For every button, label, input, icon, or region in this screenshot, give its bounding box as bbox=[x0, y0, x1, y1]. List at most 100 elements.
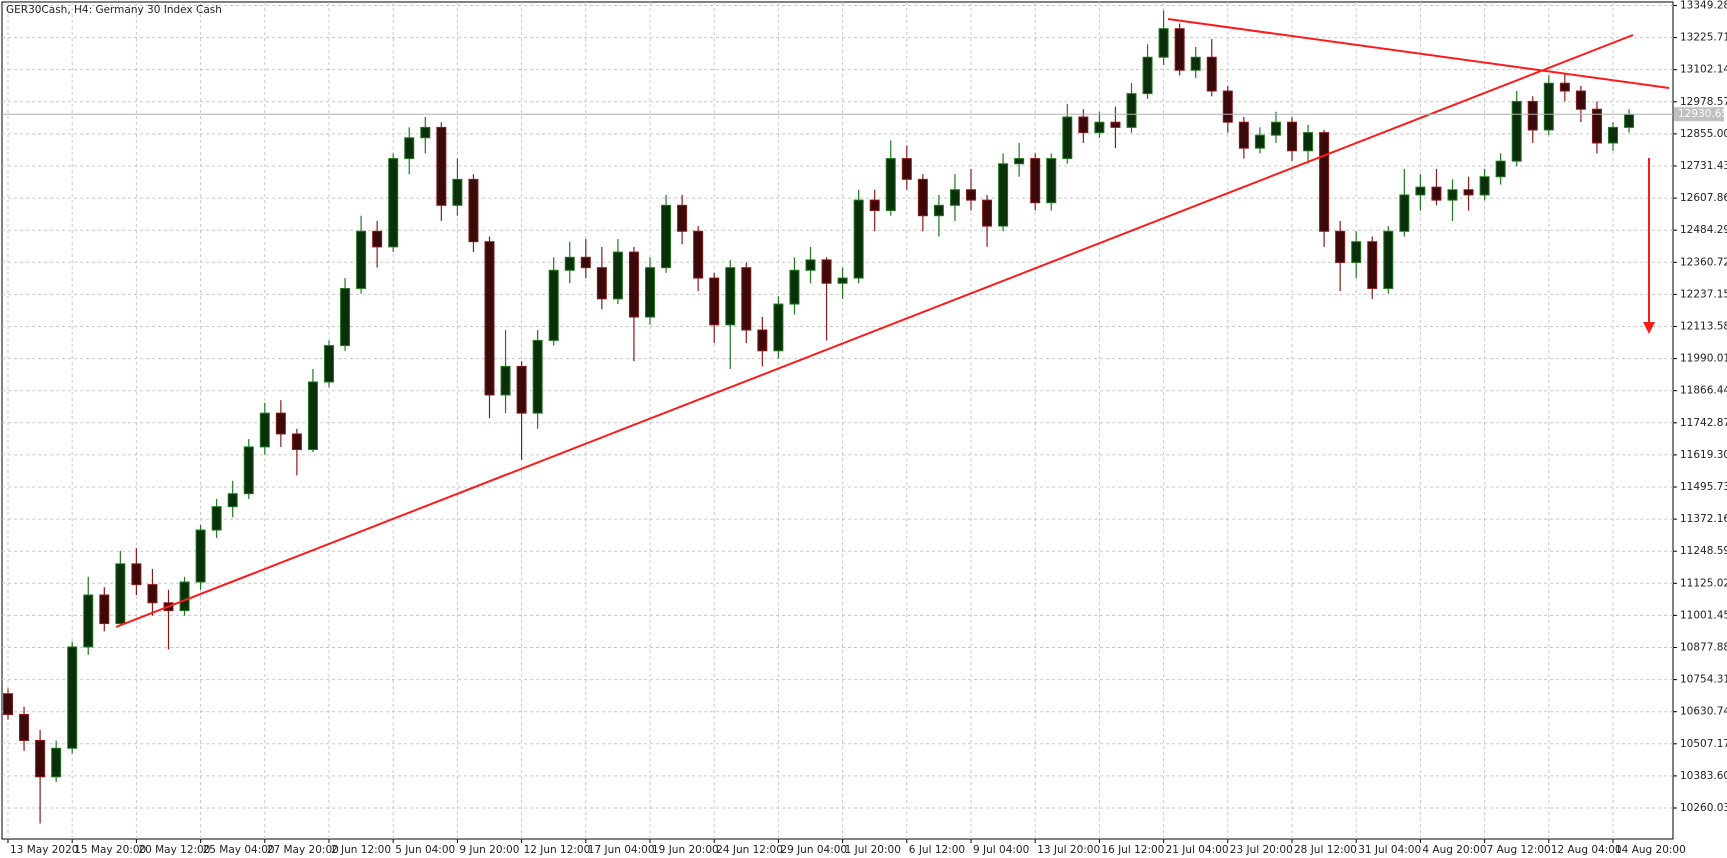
y-tick-label: 11001.45 bbox=[1680, 609, 1727, 621]
y-tick-label: 11742.87 bbox=[1680, 417, 1727, 429]
candle-body bbox=[1399, 194, 1410, 232]
candle-body bbox=[709, 277, 720, 326]
candle-body bbox=[564, 256, 575, 271]
candle-body bbox=[500, 365, 511, 396]
arrow-head bbox=[1643, 322, 1655, 334]
candle-body bbox=[1624, 113, 1635, 128]
x-tick-label: 13 May 2020 bbox=[10, 844, 78, 856]
y-tick-label: 13102.14 bbox=[1680, 64, 1727, 76]
candle-body bbox=[885, 158, 896, 212]
candle-body bbox=[998, 163, 1009, 227]
candle-body bbox=[982, 199, 993, 227]
candle-body bbox=[1190, 56, 1201, 71]
candle-body bbox=[1206, 56, 1217, 92]
candle-body bbox=[324, 345, 334, 383]
y-tick-label: 11619.30 bbox=[1680, 449, 1727, 461]
candle-body bbox=[1415, 186, 1426, 196]
candle-body bbox=[211, 506, 222, 531]
candle-body bbox=[1030, 158, 1041, 204]
y-tick-label: 13225.71 bbox=[1680, 32, 1727, 44]
candle-body bbox=[548, 269, 559, 341]
y-tick-label: 12360.72 bbox=[1680, 256, 1727, 268]
candle-body bbox=[1174, 28, 1185, 71]
candle-body bbox=[468, 178, 479, 243]
candle-body bbox=[789, 269, 800, 305]
x-tick-label: 24 Jun 12:00 bbox=[716, 844, 783, 856]
candle-body bbox=[484, 241, 495, 396]
candle-body bbox=[1078, 116, 1089, 134]
grid bbox=[2, 2, 1673, 839]
x-tick-label: 5 Jun 04:00 bbox=[395, 844, 455, 856]
candle-body bbox=[1222, 90, 1233, 123]
candle-body bbox=[1431, 186, 1442, 201]
candles bbox=[3, 10, 1635, 824]
trendline-resistance bbox=[1167, 18, 1670, 89]
y-tick-label: 12978.57 bbox=[1680, 96, 1727, 108]
candle-body bbox=[19, 713, 30, 741]
last-price-box bbox=[1674, 107, 1724, 122]
x-tick-label: 31 Jul 04:00 bbox=[1358, 844, 1421, 856]
candle-body bbox=[1270, 121, 1281, 136]
candle-body bbox=[404, 137, 415, 160]
y-tick-label: 12113.58 bbox=[1680, 320, 1727, 332]
candle-body bbox=[1367, 241, 1378, 289]
candle-body bbox=[1527, 100, 1538, 131]
candle-body bbox=[1254, 134, 1265, 149]
candle-body bbox=[677, 204, 688, 232]
candle-body bbox=[1158, 28, 1169, 58]
candle-body bbox=[725, 267, 736, 326]
y-tick-label: 10507.17 bbox=[1680, 738, 1727, 750]
y-tick-label: 10630.74 bbox=[1680, 706, 1727, 718]
y-tick-label: 11125.02 bbox=[1680, 577, 1727, 589]
x-tick-label: 17 Jun 04:00 bbox=[588, 844, 655, 856]
candle-body bbox=[1447, 189, 1458, 201]
candle-body bbox=[243, 446, 254, 495]
x-tick-label: 16 Jul 12:00 bbox=[1101, 844, 1164, 856]
candle-body bbox=[99, 594, 110, 625]
candle-body bbox=[917, 178, 928, 217]
candle-body bbox=[1142, 56, 1153, 95]
candle-body bbox=[307, 381, 318, 451]
candle-body bbox=[356, 230, 367, 289]
candle-body bbox=[115, 563, 126, 625]
x-tick-label: 13 Jul 20:00 bbox=[1037, 844, 1100, 856]
x-tick-label: 21 Jul 04:00 bbox=[1166, 844, 1229, 856]
x-tick-label: 9 Jun 20:00 bbox=[459, 844, 519, 856]
x-tick-label: 29 Jun 04:00 bbox=[780, 844, 847, 856]
candle-body bbox=[227, 493, 238, 508]
y-tick-label: 11495.73 bbox=[1680, 481, 1727, 493]
trendline-support bbox=[115, 34, 1634, 628]
candle-body bbox=[869, 199, 880, 212]
x-tick-label: 12 Aug 04:00 bbox=[1551, 844, 1622, 856]
candle-body bbox=[147, 584, 158, 604]
candle-body bbox=[1351, 241, 1362, 263]
y-tick-label: 11372.16 bbox=[1680, 513, 1727, 525]
candle-body bbox=[1303, 132, 1314, 152]
x-tick-label: 7 Aug 12:00 bbox=[1487, 844, 1551, 856]
candle-body bbox=[645, 267, 655, 318]
candle-body bbox=[1383, 230, 1394, 289]
y-tick-label: 10877.88 bbox=[1680, 641, 1727, 653]
candle-body bbox=[837, 277, 848, 284]
candle-body bbox=[340, 287, 351, 347]
x-tick-label: 23 Jul 20:00 bbox=[1230, 844, 1293, 856]
candle-body bbox=[1608, 126, 1618, 144]
candle-body bbox=[436, 126, 447, 206]
candle-body bbox=[580, 256, 591, 269]
candle-body bbox=[693, 230, 704, 279]
candle-body bbox=[821, 259, 832, 284]
candle-body bbox=[1319, 132, 1330, 232]
x-tick-label: 2 Jun 12:00 bbox=[331, 844, 391, 856]
candle-body bbox=[596, 267, 607, 300]
x-tick-label: 15 May 20:00 bbox=[74, 844, 146, 856]
candle-body bbox=[83, 594, 94, 648]
y-tick-label: 12237.15 bbox=[1680, 288, 1727, 300]
candle-body bbox=[1287, 121, 1297, 152]
x-tick-label: 20 May 12:00 bbox=[138, 844, 210, 856]
candle-body bbox=[35, 739, 46, 778]
candle-body bbox=[179, 581, 190, 612]
y-tick-label: 11248.59 bbox=[1680, 545, 1727, 557]
x-tick-label: 25 May 04:00 bbox=[203, 844, 275, 856]
candle-body bbox=[195, 529, 206, 583]
